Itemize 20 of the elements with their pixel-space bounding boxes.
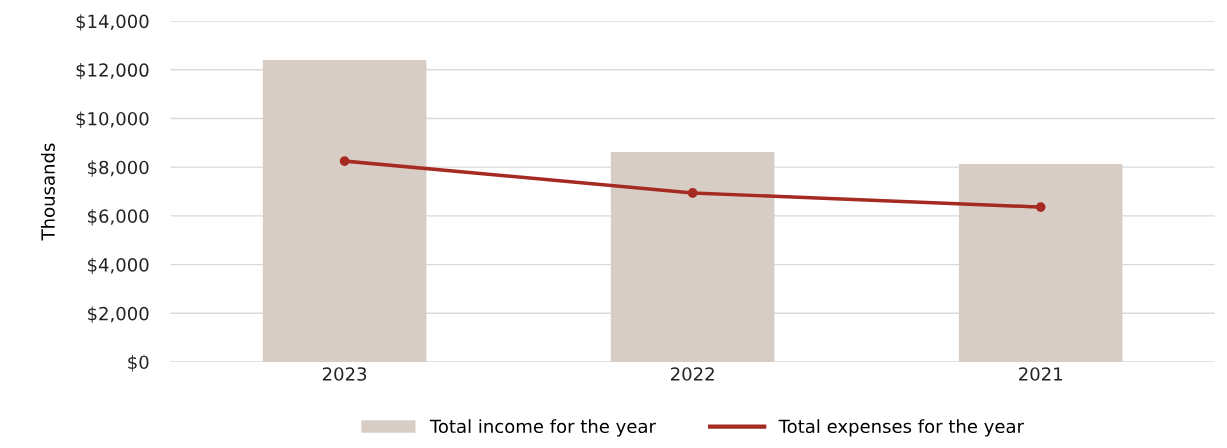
point: [1035, 202, 1046, 212]
x-tick-label: 2023: [322, 367, 367, 381]
y-tick-label: $12,000: [76, 62, 149, 80]
bar: [262, 60, 427, 362]
y-tick-label: $4,000: [88, 257, 149, 275]
y-tick-label: $8,000: [88, 160, 149, 177]
legend-label: Total expenses for the year: [778, 419, 1024, 437]
y-axis-title: Thousands: [40, 143, 55, 241]
y-tick-label: $6,000: [88, 209, 149, 226]
y-tick-label: $2,000: [88, 306, 149, 323]
y-tick-label: $10,000: [76, 111, 149, 128]
point: [687, 188, 698, 198]
bar: [610, 152, 775, 362]
y-tick-label: $0: [128, 355, 149, 372]
bar: [958, 164, 1123, 362]
x-tick-label: 2022: [670, 367, 714, 381]
x-tick-label: 2021: [1019, 367, 1063, 381]
point: [339, 156, 350, 166]
y-tick-label: $14,000: [76, 14, 149, 31]
legend-label: Total income for the year: [429, 419, 656, 437]
